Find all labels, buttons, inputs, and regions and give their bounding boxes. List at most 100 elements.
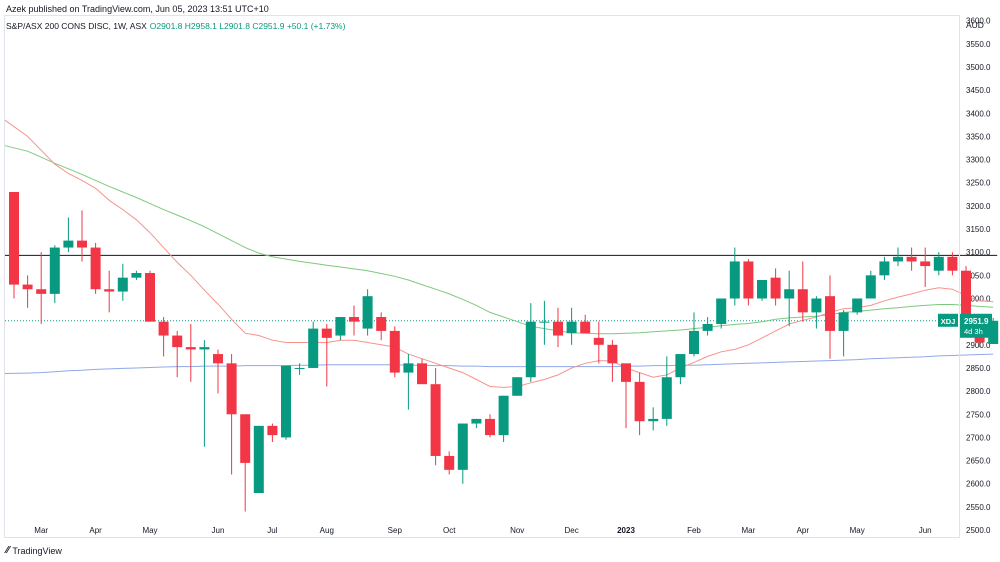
candle-body	[267, 425, 278, 436]
footer-brand: TradingView	[12, 545, 62, 556]
x-tick-label: Apr	[89, 526, 102, 535]
y-tick-label: 2600.0	[966, 480, 991, 489]
candle-body	[539, 321, 550, 323]
candle-body	[675, 354, 686, 378]
candle-body	[213, 354, 223, 364]
candle-body	[920, 261, 931, 267]
candle-body	[430, 384, 441, 456]
candle-body	[376, 317, 387, 331]
candle-body	[471, 418, 482, 424]
price-tag-countdown: 4d 3h	[964, 327, 983, 336]
candle-body	[770, 277, 781, 299]
candle-body	[49, 247, 60, 294]
footer[interactable]: ⁄⁄ TradingView	[6, 545, 62, 556]
x-tick-label: Aug	[320, 526, 334, 535]
candle-body	[172, 335, 183, 348]
candle-body	[362, 296, 373, 329]
candle-body	[621, 363, 631, 382]
candle-body	[63, 240, 74, 248]
price-tag-value: 2951.9	[964, 317, 989, 326]
candle-body	[865, 275, 876, 299]
ohlc-values: O2901.8 H2958.1 L2901.8 C2951.9 +50.1 (+…	[149, 21, 346, 31]
y-tick-label: 3350.0	[966, 132, 991, 141]
x-tick-label: May	[850, 526, 865, 535]
candle-body	[253, 425, 264, 494]
candle-body	[389, 330, 400, 373]
candle-body	[77, 240, 87, 248]
candle-body	[729, 261, 740, 299]
candle-body	[117, 277, 128, 292]
x-tick-label: Apr	[797, 526, 810, 535]
candle-body	[879, 261, 890, 276]
x-tick-label: Dec	[564, 526, 578, 535]
candle-body	[281, 365, 291, 438]
candle-body	[90, 247, 101, 290]
candle-body	[961, 270, 971, 320]
ticker-label: XDJ	[941, 317, 956, 326]
candle-body	[743, 261, 754, 299]
y-tick-label: 3100.0	[966, 248, 991, 257]
candle-body	[335, 317, 346, 336]
x-tick-label: May	[142, 526, 157, 535]
candle-body	[811, 298, 822, 313]
candle-body	[444, 455, 455, 470]
x-tick-label: Jul	[267, 526, 277, 535]
candle-body	[553, 321, 563, 336]
x-tick-label: Sep	[388, 526, 403, 535]
candle-body	[349, 317, 359, 322]
candle-body	[308, 328, 319, 368]
candle-body	[158, 321, 169, 336]
y-tick-label: 3550.0	[966, 40, 991, 49]
candle-body	[648, 418, 659, 422]
x-tick-label: Mar	[34, 526, 48, 535]
y-tick-label: 2850.0	[966, 364, 991, 373]
x-tick-label: Nov	[510, 526, 524, 535]
x-tick-label: Feb	[687, 526, 701, 535]
y-tick-label: 2500.0	[966, 526, 991, 535]
candle-body	[933, 256, 944, 271]
candle-body	[485, 418, 495, 436]
candle-body	[661, 377, 672, 419]
candle-body	[825, 296, 835, 331]
published-header: Azek published on TradingView.com, Jun 0…	[6, 4, 269, 14]
y-tick-label: 2800.0	[966, 387, 991, 396]
candle-body	[580, 321, 591, 334]
candle-body	[104, 289, 115, 292]
candle-body	[988, 320, 999, 344]
candle-body	[417, 363, 427, 385]
symbol-legend[interactable]: S&P/ASX 200 CONS DISC, 1W, ASX O2901.8 H2…	[6, 21, 345, 31]
candle-body	[240, 414, 251, 463]
y-tick-label: 3150.0	[966, 225, 991, 234]
x-tick-label: Jun	[212, 526, 225, 535]
candle-body	[36, 289, 47, 294]
candle-body	[457, 423, 468, 470]
candle-body	[294, 367, 305, 369]
candle-body	[145, 273, 155, 322]
candle-body	[689, 330, 699, 355]
candle-body	[403, 363, 414, 373]
candle-body	[702, 323, 713, 331]
candle-body	[607, 344, 618, 364]
candle-body	[947, 256, 958, 271]
y-tick-label: 3600.0	[966, 17, 991, 26]
candle-body	[784, 289, 795, 299]
symbol-info: S&P/ASX 200 CONS DISC, 1W, ASX	[6, 21, 147, 31]
price-tag	[960, 313, 992, 338]
candle-body	[321, 328, 332, 338]
candle-body	[226, 363, 237, 415]
y-tick-label: 3000.0	[966, 294, 991, 303]
y-tick-label: 2900.0	[966, 341, 991, 350]
candle-body	[797, 289, 808, 313]
y-tick-label: 3450.0	[966, 86, 991, 95]
y-tick-label: 3250.0	[966, 179, 991, 188]
candle-body	[838, 312, 849, 331]
candle-body	[498, 395, 509, 436]
y-tick-label: 3400.0	[966, 109, 991, 118]
x-tick-label: Oct	[443, 526, 456, 535]
candle-body	[566, 321, 577, 334]
candle-body	[199, 347, 210, 350]
y-tick-label: 2550.0	[966, 503, 991, 512]
candle-body	[634, 381, 645, 422]
x-tick-label: 2023	[617, 526, 635, 535]
